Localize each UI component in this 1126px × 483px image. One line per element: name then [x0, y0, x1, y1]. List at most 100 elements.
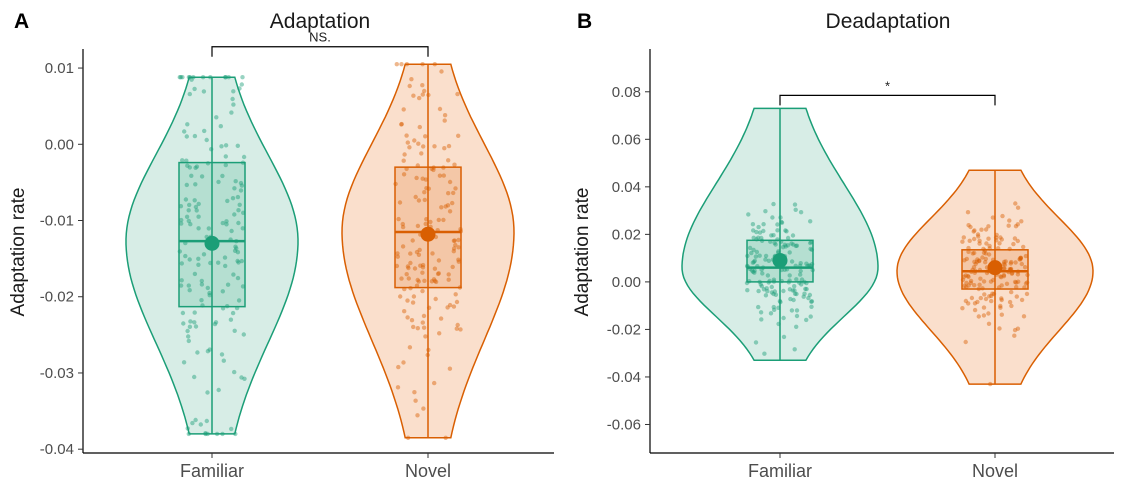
data-point — [223, 154, 228, 159]
data-point — [238, 188, 244, 193]
data-point — [184, 214, 190, 219]
data-point — [753, 254, 759, 259]
data-point — [972, 236, 977, 242]
data-point — [757, 253, 762, 258]
data-point — [983, 296, 989, 302]
data-point — [230, 310, 236, 316]
data-point — [976, 314, 981, 319]
data-point — [771, 291, 776, 297]
data-point — [749, 250, 754, 256]
data-point — [963, 298, 969, 304]
data-point — [752, 270, 757, 275]
data-point — [773, 292, 779, 297]
y-axis-label-deadaptation: Adaptation rate — [572, 188, 593, 317]
data-point — [783, 228, 788, 233]
data-point — [189, 77, 194, 82]
data-point — [455, 91, 460, 97]
data-point — [414, 249, 420, 255]
data-point — [450, 264, 455, 270]
data-point — [754, 229, 759, 235]
data-point — [420, 265, 426, 270]
data-point — [240, 284, 246, 289]
data-point — [411, 294, 417, 299]
box-familiar-adaptation — [178, 161, 246, 308]
data-point — [762, 351, 767, 356]
data-point — [436, 271, 441, 276]
x-category-label-familiar: Familiar — [180, 461, 244, 481]
data-point — [773, 242, 778, 247]
data-point — [432, 278, 438, 284]
data-point — [969, 295, 975, 301]
data-point — [758, 310, 764, 315]
y-tick-label: 0.01 — [45, 60, 74, 77]
data-point — [430, 251, 435, 256]
data-point — [792, 202, 798, 207]
data-point — [184, 158, 189, 163]
data-point — [808, 240, 813, 246]
data-point — [1019, 219, 1024, 224]
data-point — [451, 190, 456, 196]
data-point — [422, 197, 427, 203]
data-point — [986, 311, 991, 316]
data-point — [405, 140, 410, 145]
data-point — [998, 305, 1003, 310]
data-point — [416, 198, 422, 203]
data-point — [803, 286, 808, 292]
data-point — [1013, 260, 1018, 265]
data-point — [447, 209, 453, 214]
data-point — [451, 249, 456, 254]
data-point — [235, 275, 241, 281]
data-point — [1014, 284, 1019, 290]
data-point — [193, 182, 198, 187]
data-point — [976, 258, 982, 264]
data-point — [975, 299, 980, 305]
data-point — [794, 277, 799, 282]
data-point — [447, 179, 453, 185]
data-point — [983, 251, 988, 256]
data-point — [179, 221, 184, 226]
data-point — [179, 217, 184, 223]
data-point — [752, 258, 757, 263]
data-point — [178, 204, 184, 209]
data-point — [423, 177, 429, 182]
data-point — [792, 347, 797, 352]
data-point — [770, 215, 775, 220]
data-point — [756, 224, 761, 230]
data-point — [185, 426, 190, 431]
data-point — [792, 288, 797, 293]
data-point — [456, 133, 461, 138]
data-point — [401, 172, 407, 177]
y-tick-label: 0.00 — [612, 274, 641, 291]
data-point — [446, 272, 451, 277]
data-point — [960, 306, 965, 311]
data-point — [964, 256, 969, 262]
data-point — [228, 317, 234, 322]
data-point — [400, 224, 406, 230]
data-point — [237, 86, 242, 91]
y-tick-label: 0.02 — [612, 226, 641, 243]
data-point — [415, 413, 420, 418]
data-point — [437, 331, 442, 336]
x-category-label-novel: Novel — [405, 461, 451, 481]
data-point — [415, 326, 420, 331]
data-point — [750, 222, 756, 227]
data-point — [415, 277, 420, 283]
data-point — [982, 292, 987, 297]
data-point — [972, 307, 978, 313]
data-point — [988, 381, 993, 387]
data-point — [418, 263, 423, 268]
data-point — [187, 165, 192, 170]
data-point — [1004, 281, 1010, 286]
data-point — [442, 113, 448, 118]
data-point — [179, 278, 184, 283]
data-point — [1023, 281, 1029, 286]
data-point — [185, 163, 190, 168]
data-point — [1019, 261, 1024, 267]
data-point — [981, 305, 987, 310]
data-point — [806, 295, 811, 301]
data-point — [220, 289, 225, 294]
data-point — [972, 228, 977, 233]
data-point — [207, 347, 212, 352]
data-point — [417, 124, 422, 130]
data-point — [998, 235, 1003, 240]
